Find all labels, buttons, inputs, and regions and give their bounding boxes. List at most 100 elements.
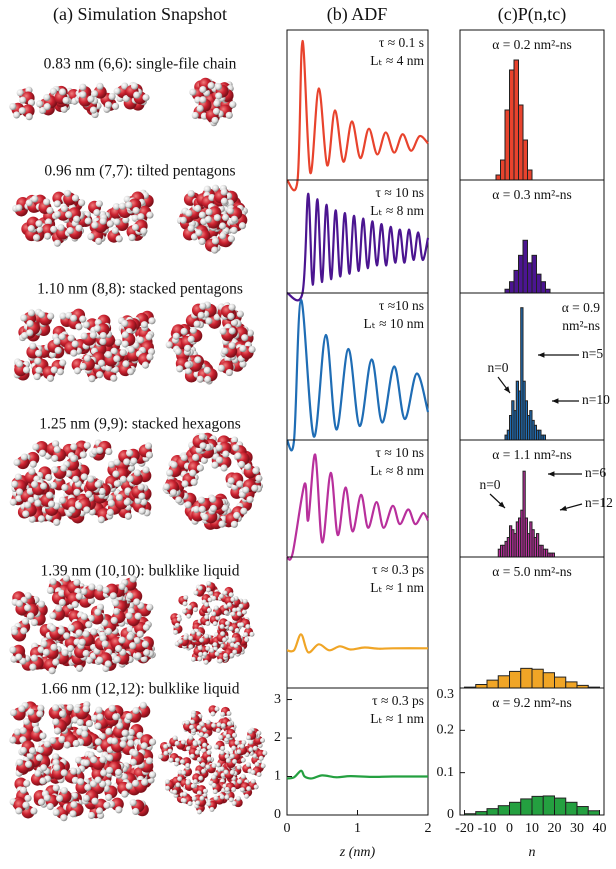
hydrogen-atom <box>234 452 241 459</box>
hydrogen-atom <box>141 779 148 786</box>
hydrogen-atom <box>261 763 266 768</box>
hydrogen-atom <box>190 719 195 724</box>
hydrogen-atom <box>178 639 183 644</box>
hydrogen-atom <box>53 809 60 816</box>
hydrogen-atom <box>217 722 222 727</box>
hydrogen-atom <box>121 320 128 327</box>
hydrogen-atom <box>222 214 229 221</box>
hydrogen-atom <box>253 746 258 751</box>
hydrogen-atom <box>100 332 107 339</box>
hydrogen-atom <box>229 342 236 349</box>
histogram-bar <box>514 270 519 293</box>
hydrogen-atom <box>148 317 155 324</box>
hydrogen-atom <box>175 623 180 628</box>
hydrogen-atom <box>23 366 30 373</box>
hydrogen-atom <box>78 199 85 206</box>
hydrogen-atom <box>138 484 145 491</box>
y-tick-label: 2 <box>274 730 281 745</box>
hydrogen-atom <box>54 211 61 218</box>
hydrogen-atom <box>126 450 133 457</box>
hydrogen-atom <box>130 759 137 766</box>
hydrogen-atom <box>67 704 74 711</box>
hydrogen-atom <box>53 784 60 791</box>
hydrogen-atom <box>15 204 22 211</box>
hydrogen-atom <box>120 476 127 483</box>
hydrogen-atom <box>227 313 234 320</box>
hydrogen-atom <box>235 740 240 745</box>
hydrogen-atom <box>214 214 221 221</box>
hydrogen-atom <box>124 499 131 506</box>
hydrogen-atom <box>20 727 27 734</box>
hydrogen-atom <box>127 740 134 747</box>
hydrogen-atom <box>204 376 211 383</box>
annotation: n=6 <box>585 465 606 480</box>
snapshot <box>9 78 236 126</box>
hydrogen-atom <box>184 361 191 368</box>
annotation: τ ≈ 0.1 s <box>379 35 424 50</box>
hydrogen-atom <box>96 584 103 591</box>
hydrogen-atom <box>195 800 200 805</box>
hydrogen-atom <box>224 610 229 615</box>
hydrogen-atom <box>93 209 100 216</box>
hydrogen-atom <box>49 737 56 744</box>
hydrogen-atom <box>213 108 220 115</box>
hydrogen-atom <box>241 774 246 779</box>
hydrogen-atom <box>182 609 187 614</box>
hydrogen-atom <box>13 459 20 466</box>
hydrogen-atom <box>228 304 235 311</box>
hydrogen-atom <box>229 327 236 334</box>
histogram-bar <box>510 70 515 180</box>
hydrogen-atom <box>139 507 146 514</box>
hydrogen-atom <box>260 738 265 743</box>
hydrogen-atom <box>222 450 229 457</box>
hydrogen-atom <box>230 754 235 759</box>
hydrogen-atom <box>204 602 209 607</box>
hydrogen-atom <box>211 247 218 254</box>
hydrogen-atom <box>99 338 106 345</box>
hydrogen-atom <box>113 218 120 225</box>
hydrogen-atom <box>59 599 66 606</box>
hydrogen-atom <box>197 809 202 814</box>
hydrogen-atom <box>102 640 109 647</box>
panel-frame <box>460 30 604 180</box>
hydrogen-atom <box>83 506 90 513</box>
hydrogen-atom <box>199 86 206 93</box>
hydrogen-atom <box>169 758 174 763</box>
hydrogen-atom <box>193 590 198 595</box>
hydrogen-atom <box>36 710 43 717</box>
hydrogen-atom <box>70 315 77 322</box>
hydrogen-atom <box>105 628 112 635</box>
hydrogen-atom <box>85 491 92 498</box>
hydrogen-atom <box>102 587 109 594</box>
hydrogen-atom <box>199 96 206 103</box>
hydrogen-atom <box>125 513 132 520</box>
hydrogen-atom <box>115 769 122 776</box>
hydrogen-atom <box>83 650 90 657</box>
hydrogen-atom <box>251 485 258 492</box>
arrow-head <box>538 352 544 357</box>
hydrogen-atom <box>218 735 223 740</box>
hydrogen-atom <box>146 452 153 459</box>
hydrogen-atom <box>229 592 234 597</box>
hydrogen-atom <box>95 481 102 488</box>
hydrogen-atom <box>185 763 190 768</box>
hydrogen-atom <box>199 796 204 801</box>
hydrogen-atom <box>83 630 90 637</box>
hydrogen-atom <box>211 723 216 728</box>
hydrogen-atom <box>29 664 36 671</box>
annotation: α = 0.9 <box>562 300 601 315</box>
hydrogen-atom <box>85 621 92 628</box>
hydrogen-atom <box>213 100 220 107</box>
hydrogen-atom <box>205 208 212 215</box>
hydrogen-atom <box>249 632 254 637</box>
snapshot <box>10 433 263 530</box>
hydrogen-atom <box>194 356 201 363</box>
annotation: α = 1.1 nm²-ns <box>492 447 571 462</box>
annotation: n=0 <box>487 360 508 375</box>
hydrogen-atom <box>94 722 101 729</box>
hydrogen-atom <box>106 754 113 761</box>
hydrogen-atom <box>29 747 36 754</box>
hydrogen-atom <box>193 741 198 746</box>
hydrogen-atom <box>215 83 222 90</box>
hydrogen-atom <box>198 652 203 657</box>
